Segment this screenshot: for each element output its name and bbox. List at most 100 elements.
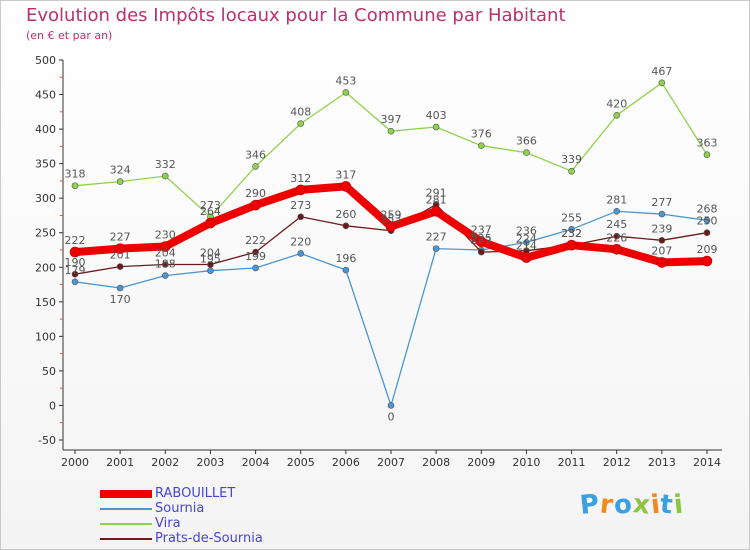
data-point	[475, 236, 487, 248]
x-tick-label: 2000	[61, 456, 89, 469]
x-tick-label: 2011	[558, 456, 586, 469]
data-point	[71, 182, 79, 190]
data-label: 236	[516, 224, 537, 237]
data-point	[566, 239, 577, 251]
legend-swatch	[100, 538, 152, 540]
data-point	[611, 244, 623, 255]
data-label: 277	[651, 196, 672, 209]
data-point	[703, 229, 711, 237]
data-label: 237	[471, 224, 492, 237]
x-tick-label: 2004	[242, 456, 270, 469]
data-point	[342, 266, 350, 274]
x-tick-label: 2007	[377, 456, 405, 469]
data-label: 220	[290, 235, 311, 248]
data-label: 225	[471, 232, 492, 245]
data-label: 339	[561, 153, 582, 166]
y-tick-label: 350	[35, 158, 56, 171]
x-tick-label: 2002	[151, 456, 179, 469]
data-label: 260	[335, 208, 356, 221]
y-tick-label: 100	[35, 330, 56, 343]
data-point	[342, 222, 350, 230]
data-label: 318	[65, 168, 86, 181]
data-label: 453	[335, 74, 356, 87]
data-label: 273	[290, 199, 311, 212]
data-label: 224	[516, 233, 537, 246]
data-label: 332	[155, 158, 176, 171]
data-point	[252, 163, 259, 170]
data-point	[658, 237, 666, 244]
data-point	[297, 250, 305, 257]
x-tick-label: 2014	[693, 456, 721, 469]
data-point	[205, 217, 216, 229]
data-point	[568, 167, 575, 175]
data-label: 312	[290, 172, 311, 185]
data-label: 232	[561, 227, 582, 240]
data-label: 196	[335, 252, 356, 265]
data-point	[116, 263, 124, 270]
data-label: 376	[471, 128, 492, 141]
data-label: 250	[697, 215, 718, 228]
data-point	[69, 246, 81, 258]
data-point	[71, 278, 79, 286]
data-point	[477, 142, 485, 149]
data-point	[207, 261, 214, 268]
data-label: 255	[561, 211, 582, 224]
data-point	[250, 199, 261, 211]
data-label: 366	[516, 135, 537, 148]
data-label: 207	[651, 244, 672, 257]
data-label: 199	[245, 250, 266, 263]
legend-label: Sournia	[155, 501, 205, 516]
data-point	[159, 241, 171, 252]
y-tick-label: 150	[35, 296, 56, 309]
x-tick-label: 2009	[467, 456, 495, 469]
data-label: 201	[110, 249, 131, 262]
data-point	[432, 245, 440, 252]
data-point	[297, 120, 305, 127]
data-label: 0	[388, 410, 395, 423]
chart-subtitle: (en € et par an)	[26, 29, 113, 42]
data-point	[703, 216, 711, 224]
y-tick-label: 200	[35, 261, 56, 274]
legend-swatch	[100, 523, 152, 525]
data-point	[252, 264, 259, 272]
data-label: 222	[245, 234, 266, 247]
data-point	[521, 252, 532, 263]
x-tick-label: 2010	[512, 456, 540, 469]
data-label: 245	[606, 218, 627, 231]
data-label: 290	[245, 187, 266, 200]
data-point	[114, 243, 126, 254]
data-point	[613, 232, 621, 240]
data-point	[701, 255, 713, 267]
data-label: 324	[110, 164, 131, 177]
data-point	[387, 402, 395, 409]
data-label: 259	[381, 209, 402, 222]
proxiti-logo: Proxiti	[578, 489, 686, 521]
data-point	[342, 89, 350, 96]
legend-swatch	[100, 490, 152, 498]
data-label: 291	[426, 186, 447, 199]
data-point	[116, 284, 124, 292]
data-label: 363	[697, 137, 718, 150]
data-point	[161, 272, 169, 279]
data-point	[116, 178, 124, 185]
data-label: 239	[651, 222, 672, 235]
data-point	[297, 213, 305, 221]
data-label: 346	[245, 148, 266, 161]
data-label: 190	[65, 256, 86, 269]
data-point	[252, 248, 259, 256]
x-tick-label: 2003	[196, 456, 224, 469]
y-tick-label: -50	[38, 434, 56, 447]
data-point	[523, 149, 530, 156]
data-label: 226	[606, 231, 627, 244]
data-label: 408	[290, 106, 311, 119]
data-point	[430, 206, 442, 217]
y-tick-label: 400	[35, 123, 56, 136]
data-point	[658, 210, 666, 218]
data-point	[387, 127, 395, 135]
data-point	[207, 267, 214, 275]
data-label: 273	[200, 199, 221, 212]
data-label: 403	[426, 109, 447, 122]
data-label: 232	[561, 227, 582, 240]
data-label: 209	[697, 243, 718, 256]
